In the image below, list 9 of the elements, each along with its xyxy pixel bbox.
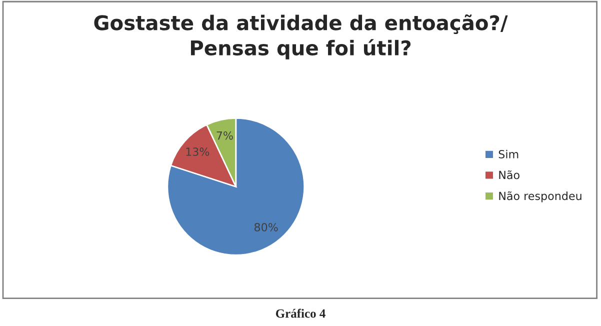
legend-label: Não: [499, 170, 520, 180]
legend-label: Não respondeu: [499, 191, 582, 202]
pie-slice: [166, 117, 306, 256]
chart-title: Gostaste da atividade da entoação?/ Pensas que foi útil?: [94, 14, 508, 60]
text: Gráfico 4: [276, 308, 326, 318]
data-label: 80%: [254, 222, 278, 232]
data-label: 13%: [186, 148, 210, 156]
legend-label: Sim: [498, 150, 518, 158]
data-label: 7%: [216, 131, 233, 140]
